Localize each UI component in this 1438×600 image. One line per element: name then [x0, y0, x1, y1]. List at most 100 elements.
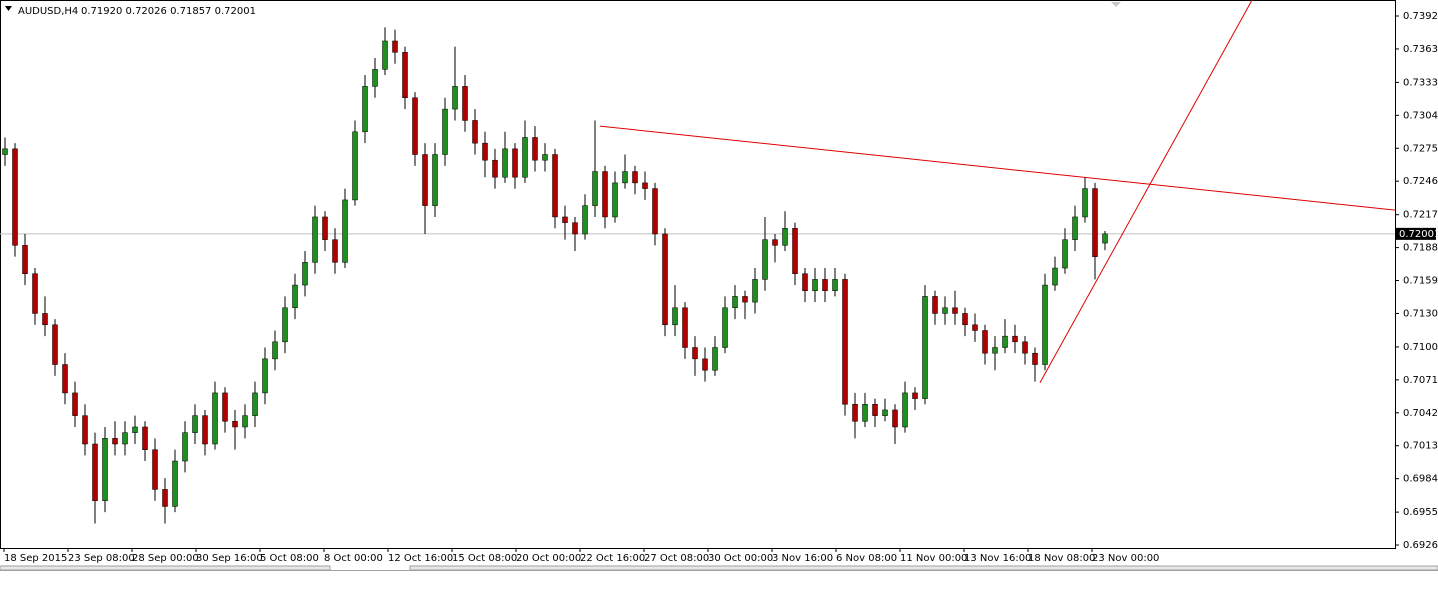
- candle-body: [62, 364, 68, 394]
- candle-body: [12, 148, 18, 246]
- x-tick-label: 13 Nov 16:00: [964, 553, 1031, 564]
- y-tick-label: 0.69845: [1403, 474, 1438, 485]
- candle-body: [732, 296, 738, 309]
- candle-body: [752, 279, 758, 303]
- price-label-box: [1396, 227, 1436, 240]
- candle-body: [202, 415, 208, 445]
- candle-body: [462, 86, 468, 121]
- candle-body: [642, 182, 648, 189]
- x-tick-label: 3 Nov 16:00: [772, 553, 833, 564]
- candle-body: [812, 279, 818, 291]
- candle-body: [1082, 188, 1088, 218]
- candle-body: [442, 108, 448, 155]
- trendline: [599, 125, 1396, 211]
- candle-body: [562, 216, 568, 223]
- candle-body: [632, 171, 638, 184]
- candle-body: [932, 296, 938, 314]
- x-tick-label: 8 Oct 00:00: [324, 553, 383, 564]
- candle-body: [272, 341, 278, 360]
- candle-body: [222, 392, 228, 422]
- candle-body: [342, 199, 348, 263]
- candle-body: [1032, 352, 1038, 365]
- candle-body: [292, 284, 298, 309]
- candle-body: [602, 171, 608, 218]
- candle-body: [952, 307, 958, 314]
- candle-body: [1092, 188, 1098, 257]
- candle-body: [722, 307, 728, 348]
- candle-body: [922, 296, 928, 399]
- candle-body: [652, 188, 658, 235]
- candle-body: [112, 438, 118, 445]
- candle-body: [692, 347, 698, 360]
- candle-body: [512, 148, 518, 178]
- candle-body: [1002, 335, 1008, 348]
- x-tick-label: 30 Oct 00:00: [708, 553, 773, 564]
- candle-body: [2, 148, 8, 155]
- candle-body: [372, 69, 378, 87]
- candle-body: [102, 438, 108, 502]
- candle-body: [362, 86, 368, 133]
- candle-body: [572, 222, 578, 235]
- candle-body: [132, 426, 138, 433]
- candle-body: [212, 392, 218, 445]
- menu-arrow[interactable]: [5, 6, 12, 11]
- candle-body: [992, 347, 998, 354]
- trendline: [1039, 0, 1253, 383]
- candle-body: [402, 52, 408, 98]
- candle-body: [382, 40, 388, 70]
- candle-body: [972, 324, 978, 331]
- scrollbar[interactable]: [409, 565, 1438, 571]
- candle-body: [452, 86, 458, 110]
- y-tick-label: 0.73045: [1403, 110, 1438, 121]
- candle-body: [762, 239, 768, 280]
- price-label: 0.72001: [1399, 229, 1438, 240]
- candle-body: [802, 273, 808, 291]
- candle-body: [432, 154, 438, 206]
- x-tick-label: 22 Oct 16:00: [580, 553, 645, 564]
- candle-body: [312, 216, 318, 263]
- candle-body: [192, 415, 198, 433]
- candle-body: [702, 358, 708, 371]
- candle-body: [282, 307, 288, 343]
- x-tick-label: 23 Nov 00:00: [1092, 553, 1159, 564]
- candle-body: [832, 279, 838, 291]
- candle-body: [942, 307, 948, 314]
- candle-body: [1102, 233, 1108, 244]
- candle-body: [1072, 216, 1078, 240]
- candle-body: [1052, 267, 1058, 286]
- y-tick-label: 0.72465: [1403, 176, 1438, 187]
- candle-body: [52, 324, 58, 365]
- candle-body: [542, 154, 548, 161]
- candle-body: [622, 171, 628, 184]
- y-tick-label: 0.70715: [1403, 375, 1438, 386]
- candle-body: [532, 137, 538, 161]
- candle-body: [422, 154, 428, 206]
- y-tick-label: 0.73335: [1403, 77, 1438, 88]
- candle-body: [892, 409, 898, 428]
- candle-body: [152, 449, 158, 490]
- tab[interactable]: [0, 565, 331, 571]
- y-tick-label: 0.72755: [1403, 143, 1438, 154]
- candle-body: [1042, 284, 1048, 365]
- candle-body: [982, 330, 988, 354]
- candle-body: [352, 131, 358, 201]
- plot-frame: [0, 0, 1396, 549]
- x-tick-label: 20 Oct 00:00: [516, 553, 581, 564]
- candle-body: [962, 313, 968, 326]
- candle-body: [92, 443, 98, 502]
- x-tick-label: 15 Oct 08:00: [452, 553, 517, 564]
- y-tick-label: 0.70135: [1403, 441, 1438, 452]
- candle-body: [182, 432, 188, 462]
- candle-body: [1022, 341, 1028, 354]
- x-tick-label: 5 Oct 08:00: [260, 553, 319, 564]
- x-tick-label: 6 Nov 08:00: [836, 553, 897, 564]
- candle-body: [122, 432, 128, 445]
